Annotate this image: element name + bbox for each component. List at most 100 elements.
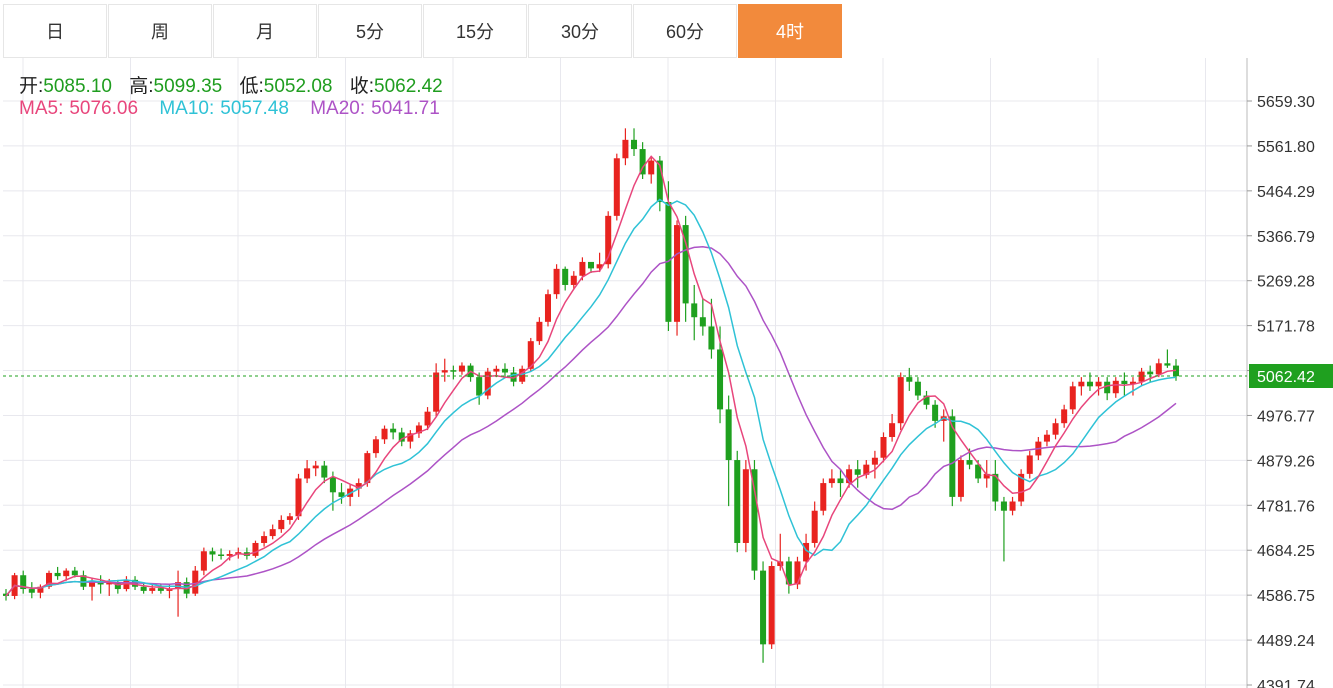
- candle-body: [863, 464, 870, 475]
- low-value: 5052.08: [263, 76, 333, 97]
- tab-4hour[interactable]: 4时: [738, 4, 842, 58]
- candle-body: [949, 416, 956, 497]
- candle-body: [811, 510, 818, 543]
- candle-body: [37, 586, 44, 593]
- candle-body: [381, 428, 388, 440]
- candle-body: [28, 589, 35, 593]
- tab-week[interactable]: 周: [108, 4, 212, 58]
- candle-body: [794, 561, 801, 585]
- price-tick-label: 4879.26: [1257, 453, 1315, 470]
- ma-legend: MA5: 5076.06 MA10: 5057.48 MA20: 5041.71: [19, 98, 456, 120]
- price-tick-label: 4586.75: [1257, 588, 1315, 605]
- candle-body: [889, 423, 896, 438]
- candle-body: [562, 268, 569, 285]
- candle-body: [837, 478, 844, 484]
- candle-body: [854, 469, 861, 475]
- candle-body: [63, 570, 70, 577]
- candle-body: [613, 158, 620, 216]
- candle-body: [544, 294, 551, 322]
- candle-body: [897, 377, 904, 424]
- tab-5min[interactable]: 5分: [318, 4, 422, 58]
- ma10-label: MA10:: [159, 98, 215, 119]
- candle-body: [390, 428, 397, 433]
- candle-body: [1164, 363, 1171, 366]
- candle-body: [751, 469, 758, 571]
- ma10-value: 5057.48: [220, 98, 289, 119]
- candle-body: [785, 561, 792, 585]
- candle-body: [484, 371, 491, 396]
- candle-body: [975, 464, 982, 479]
- candle-body: [140, 586, 147, 591]
- price-tick-label: 4976.77: [1257, 408, 1315, 425]
- candle-body: [166, 589, 173, 591]
- candle-body: [734, 460, 741, 543]
- candle-body: [97, 582, 104, 585]
- candle-body: [450, 370, 457, 372]
- candle-body: [200, 551, 207, 571]
- candle-body: [1129, 381, 1136, 385]
- candle-body: [570, 275, 577, 285]
- candle-body: [441, 370, 448, 373]
- tab-30min[interactable]: 30分: [528, 4, 632, 58]
- candle-body: [1078, 381, 1085, 387]
- candle-body: [871, 457, 878, 465]
- tab-month[interactable]: 月: [213, 4, 317, 58]
- candle-body: [295, 478, 302, 517]
- candle-body: [880, 437, 887, 458]
- candle-body: [708, 326, 715, 350]
- candle-body: [80, 575, 87, 587]
- candle-body: [1061, 409, 1068, 424]
- candle-body: [510, 372, 517, 382]
- ma20-line: [5, 245, 1177, 597]
- candle-body: [631, 139, 638, 150]
- candle-body: [372, 439, 379, 454]
- candle-body: [304, 468, 311, 479]
- tab-15min[interactable]: 15分: [423, 4, 527, 58]
- price-tick-label: 5269.28: [1257, 274, 1315, 291]
- ma5-label: MA5:: [19, 98, 64, 119]
- candle-body: [476, 377, 483, 396]
- candle-body: [846, 469, 853, 484]
- candle-body: [587, 261, 595, 269]
- candle-body: [906, 377, 913, 382]
- candle-body: [2, 593, 10, 596]
- tab-day[interactable]: 日: [3, 4, 107, 58]
- candle-body: [321, 465, 328, 478]
- candle-body: [596, 264, 603, 269]
- candle-body: [682, 225, 689, 304]
- candle-body: [983, 473, 990, 479]
- candle-body: [415, 425, 422, 434]
- candle-body: [820, 483, 827, 511]
- last-price-marker: [1249, 363, 1333, 388]
- price-tick-label: 5171.78: [1257, 319, 1315, 336]
- candle-body: [622, 139, 629, 159]
- price-tick-label: 4781.76: [1257, 498, 1315, 515]
- ma5-line: [5, 155, 1177, 597]
- candle-body: [1069, 386, 1076, 410]
- candle-body: [1147, 371, 1154, 375]
- candle-body: [355, 483, 362, 489]
- candle-body: [1026, 455, 1033, 474]
- candle-body: [519, 368, 526, 382]
- candle-body: [1009, 501, 1016, 511]
- candle-body: [157, 588, 164, 591]
- candle-body: [1095, 381, 1102, 387]
- candle-body: [209, 551, 216, 555]
- candle-body: [957, 460, 964, 497]
- candle-body: [536, 321, 543, 342]
- candle-body: [656, 160, 663, 203]
- candlestick-chart[interactable]: 5659.30 5561.80 5464.29 5366.79 5269.28 5171.…: [0, 58, 1333, 688]
- candle-body: [501, 368, 508, 373]
- candle-body: [364, 453, 371, 484]
- close-value: 5062.42: [374, 76, 443, 97]
- candle-body: [1138, 371, 1145, 382]
- price-tick-label: 5561.80: [1257, 139, 1315, 156]
- candle-body: [725, 409, 732, 461]
- candle-body: [106, 582, 113, 585]
- tab-60min[interactable]: 60分: [633, 4, 737, 58]
- candle-body: [493, 368, 500, 372]
- ma5-value: 5076.06: [69, 98, 139, 119]
- candle-body: [992, 473, 999, 502]
- candle-body: [252, 542, 259, 556]
- candle-body: [691, 303, 698, 318]
